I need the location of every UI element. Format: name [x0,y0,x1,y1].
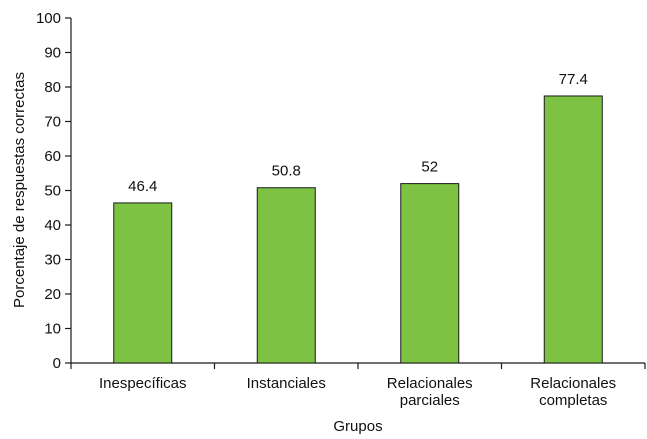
bars [113,95,603,364]
y-tick-label: 30 [44,252,61,269]
category-label: Inespecíficas [99,375,187,392]
y-tick-label: 80 [44,79,61,96]
y-tick-label: 0 [53,355,61,372]
data-label: 50.8 [272,163,301,180]
bar [113,202,173,364]
y-tick-label: 50 [44,183,61,200]
category-label: Relacionales completas [530,375,616,409]
category-label: Instanciales [247,375,326,392]
category-label-line: completas [539,392,607,409]
data-label: 77.4 [559,71,588,88]
category-label: Relacionales parciales [387,375,473,409]
y-tick-label: 60 [44,148,61,165]
bar [400,183,460,364]
data-label: 52 [421,159,438,176]
category-label-line: Relacionales [530,375,616,392]
category-label-line: Relacionales [387,375,473,392]
category-label-line: Instanciales [247,375,326,392]
bar [256,187,316,364]
y-tick-label: 100 [36,10,61,27]
data-label: 46.4 [128,178,157,195]
x-axis-title: Grupos [333,418,382,435]
category-label-line: parciales [400,392,460,409]
labels: 0 10 20 30 40 50 60 70 80 90 100 46.4 Inespecíficas 5… [36,10,616,409]
y-tick-label: 20 [44,286,61,303]
y-tick-label: 70 [44,114,61,131]
y-axis-title: Porcentaje de respuestas correctas [11,72,28,308]
y-tick-label: 10 [44,321,61,338]
bar [543,95,603,364]
category-label-line: Inespecíficas [99,375,187,392]
y-tick-label: 40 [44,217,61,234]
y-tick-label: 90 [44,45,61,62]
